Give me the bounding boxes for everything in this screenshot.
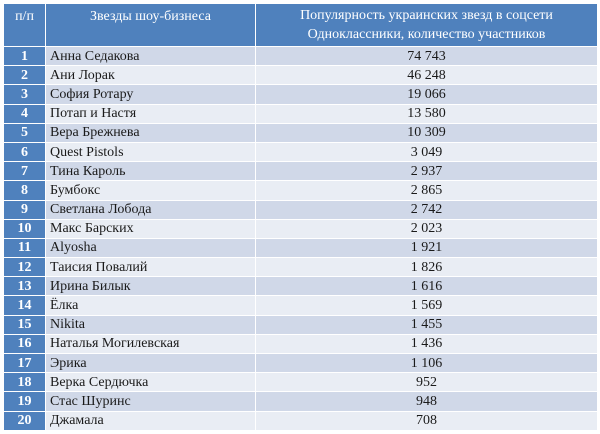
star-name: Тина Кароль xyxy=(45,161,256,182)
star-name: Ёлка xyxy=(45,295,256,316)
table-row: 2 Ани Лорак 46 248 xyxy=(3,65,598,86)
star-name: Alyosha xyxy=(45,237,256,259)
member-count: 46 248 xyxy=(255,65,598,86)
table-body: 1 Анна Седакова 74 743 2 Ани Лорак 46 248 3 Соф… xyxy=(3,45,598,432)
star-name: Ирина Билык xyxy=(45,276,256,297)
table-row: 9 Светлана Лобода 2 742 xyxy=(3,199,598,220)
table-row: 12 Таисия Повалий 1 826 xyxy=(3,257,598,278)
star-name: Ани Лорак xyxy=(45,65,256,86)
row-number: 8 xyxy=(3,180,46,201)
table-row: 14 Ёлка 1 569 xyxy=(3,295,598,316)
star-name: Стас Шуринс xyxy=(45,391,256,412)
row-number: 16 xyxy=(3,333,46,355)
header-popularity: Популярность украинских звезд в соцсети … xyxy=(255,3,598,47)
row-number: 20 xyxy=(3,410,46,432)
table-row: 6 Quest Pistols 3 049 xyxy=(3,141,598,163)
row-number: 6 xyxy=(3,141,46,163)
row-number: 5 xyxy=(3,122,46,143)
table-row: 8 Бумбокс 2 865 xyxy=(3,180,598,201)
member-count: 948 xyxy=(255,391,598,412)
table-row: 13 Ирина Билык 1 616 xyxy=(3,276,598,297)
popularity-table: п/п Звезды шоу-бизнеса Популярность укра… xyxy=(3,3,598,432)
row-number: 13 xyxy=(3,276,46,297)
member-count: 2 023 xyxy=(255,218,598,239)
row-number: 9 xyxy=(3,199,46,220)
star-name: Бумбокс xyxy=(45,180,256,201)
member-count: 1 436 xyxy=(255,333,598,355)
member-count: 10 309 xyxy=(255,122,598,143)
table-row: 16 Наталья Могилевская 1 436 xyxy=(3,333,598,355)
header-number: п/п xyxy=(3,3,46,47)
row-number: 15 xyxy=(3,314,46,335)
member-count: 952 xyxy=(255,372,598,393)
member-count: 1 455 xyxy=(255,314,598,335)
table-row: 17 Эрика 1 106 xyxy=(3,352,598,374)
table-row: 10 Макс Барских 2 023 xyxy=(3,218,598,239)
member-count: 74 743 xyxy=(255,45,598,67)
table-row: 18 Верка Сердючка 952 xyxy=(3,372,598,393)
member-count: 13 580 xyxy=(255,103,598,124)
member-count: 1 921 xyxy=(255,237,598,259)
table-row: 11 Alyosha 1 921 xyxy=(3,237,598,259)
table-row: 4 Потап и Настя 13 580 xyxy=(3,103,598,124)
row-number: 1 xyxy=(3,45,46,67)
star-name: Эрика xyxy=(45,352,256,374)
member-count: 1 826 xyxy=(255,257,598,278)
header-popularity-line2: Одноклассники, количество участников xyxy=(307,27,546,42)
star-name: Джамала xyxy=(45,410,256,432)
star-name: Вера Брежнева xyxy=(45,122,256,143)
row-number: 12 xyxy=(3,257,46,278)
member-count: 1 569 xyxy=(255,295,598,316)
row-number: 11 xyxy=(3,237,46,259)
table-row: 3 София Ротару 19 066 xyxy=(3,84,598,105)
member-count: 2 742 xyxy=(255,199,598,220)
member-count: 2 865 xyxy=(255,180,598,201)
member-count: 19 066 xyxy=(255,84,598,105)
member-count: 1 106 xyxy=(255,352,598,374)
row-number: 18 xyxy=(3,372,46,393)
star-name: Анна Седакова xyxy=(45,45,256,67)
header-row: п/п Звезды шоу-бизнеса Популярность укра… xyxy=(3,3,598,47)
member-count: 2 937 xyxy=(255,161,598,182)
star-name: Макс Барских xyxy=(45,218,256,239)
row-number: 14 xyxy=(3,295,46,316)
table-header: п/п Звезды шоу-бизнеса Популярность укра… xyxy=(3,3,598,47)
row-number: 19 xyxy=(3,391,46,412)
member-count: 708 xyxy=(255,410,598,432)
table-row: 5 Вера Брежнева 10 309 xyxy=(3,122,598,143)
member-count: 3 049 xyxy=(255,141,598,163)
star-name: София Ротару xyxy=(45,84,256,105)
star-name: Светлана Лобода xyxy=(45,199,256,220)
table-row: 20 Джамала 708 xyxy=(3,410,598,432)
header-popularity-line1: Популярность украинских звезд в соцсети xyxy=(300,8,553,23)
table-row: 7 Тина Кароль 2 937 xyxy=(3,161,598,182)
row-number: 10 xyxy=(3,218,46,239)
star-name: Верка Сердючка xyxy=(45,372,256,393)
table-row: 15 Nikita 1 455 xyxy=(3,314,598,335)
star-name: Наталья Могилевская xyxy=(45,333,256,355)
row-number: 3 xyxy=(3,84,46,105)
star-name: Nikita xyxy=(45,314,256,335)
row-number: 2 xyxy=(3,65,46,86)
row-number: 17 xyxy=(3,352,46,374)
row-number: 7 xyxy=(3,161,46,182)
star-name: Потап и Настя xyxy=(45,103,256,124)
star-name: Таисия Повалий xyxy=(45,257,256,278)
star-name: Quest Pistols xyxy=(45,141,256,163)
header-star: Звезды шоу-бизнеса xyxy=(45,3,256,47)
table-row: 19 Стас Шуринс 948 xyxy=(3,391,598,412)
table-row: 1 Анна Седакова 74 743 xyxy=(3,45,598,67)
row-number: 4 xyxy=(3,103,46,124)
member-count: 1 616 xyxy=(255,276,598,297)
